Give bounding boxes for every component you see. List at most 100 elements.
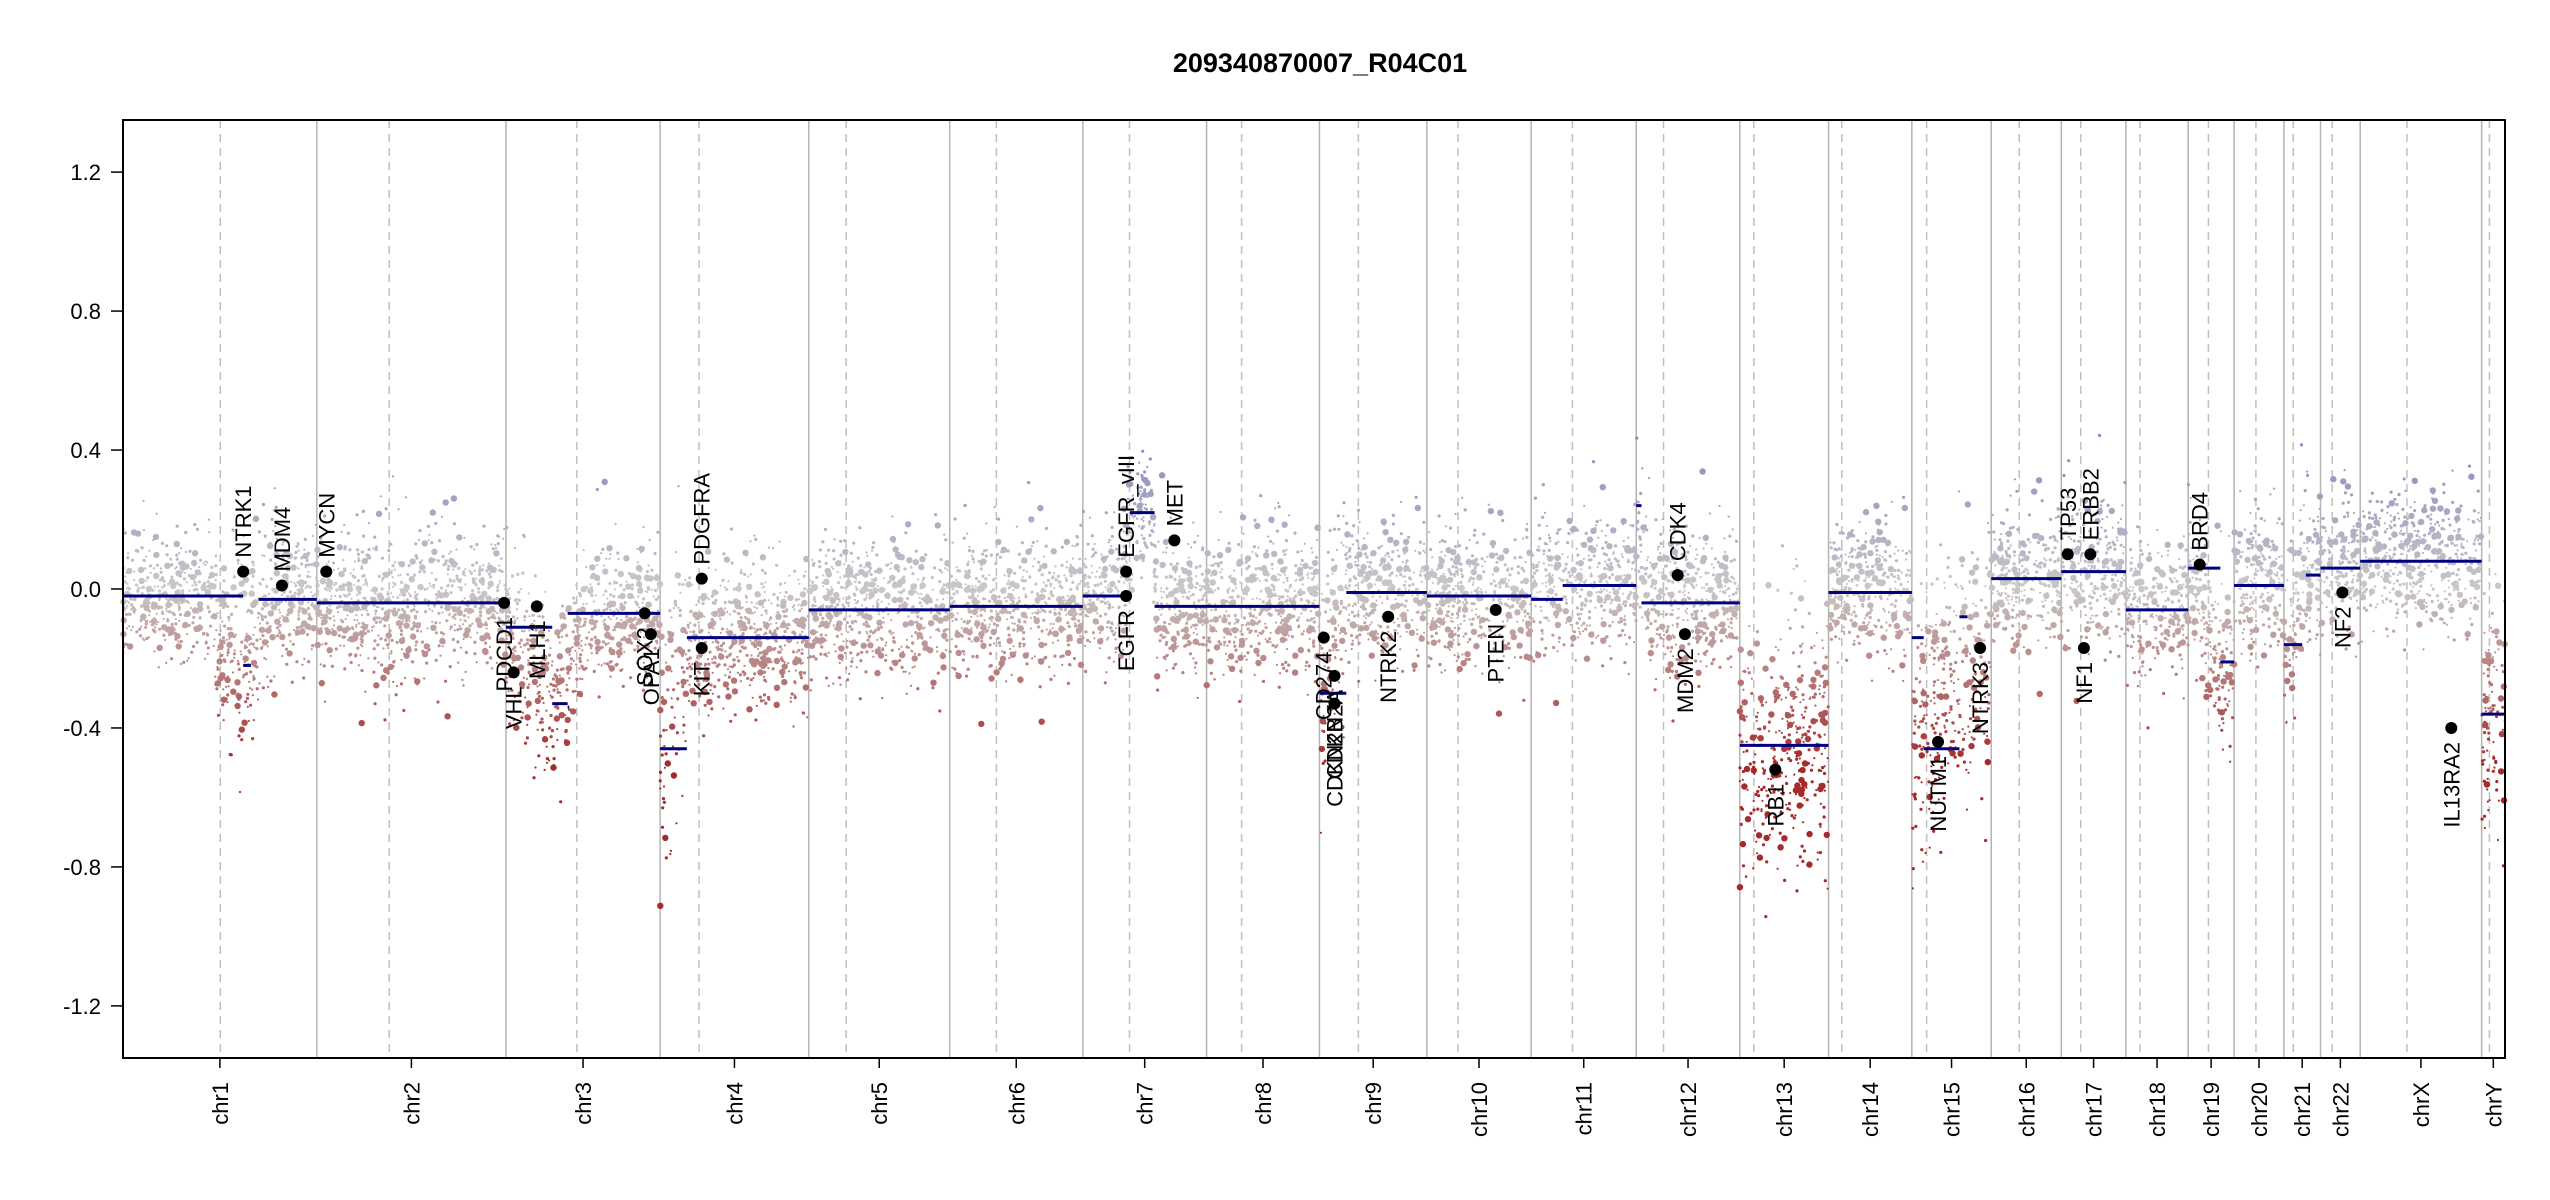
probe-point — [793, 617, 800, 625]
probe-point — [1107, 584, 1110, 587]
probe-point — [576, 631, 579, 635]
probe-point — [216, 683, 220, 686]
probe-point — [414, 542, 418, 546]
probe-point — [468, 569, 471, 573]
probe-point — [801, 618, 804, 621]
probe-point — [919, 616, 923, 621]
probe-point — [664, 760, 671, 767]
probe-point — [262, 601, 269, 608]
probe-point — [754, 631, 757, 634]
probe-point — [835, 634, 839, 638]
probe-point — [248, 687, 252, 690]
probe-point — [305, 558, 309, 563]
probe-point — [890, 562, 893, 565]
probe-point — [1065, 560, 1069, 563]
probe-point — [1310, 577, 1315, 581]
probe-point — [699, 662, 703, 666]
probe-point — [524, 696, 527, 699]
probe-point — [848, 615, 852, 618]
probe-point — [758, 651, 762, 655]
probe-point — [358, 719, 365, 727]
probe-point — [1033, 655, 1036, 658]
probe-point — [1284, 539, 1289, 543]
probe-point — [128, 612, 132, 616]
probe-point — [1345, 551, 1349, 555]
probe-point — [386, 671, 390, 675]
probe-point — [1144, 503, 1147, 506]
probe-point — [257, 530, 261, 534]
probe-point — [1148, 457, 1152, 461]
probe-point — [867, 642, 874, 649]
probe-point — [945, 638, 949, 642]
probe-point — [600, 664, 603, 667]
probe-point — [593, 622, 597, 626]
probe-point — [921, 640, 928, 647]
probe-point — [951, 541, 954, 544]
probe-point — [398, 594, 401, 597]
probe-point — [1119, 634, 1123, 638]
probe-point — [450, 495, 458, 502]
probe-point — [868, 581, 876, 588]
probe-point — [581, 649, 584, 652]
probe-point — [1287, 624, 1290, 628]
probe-point — [1088, 640, 1092, 644]
probe-point — [454, 617, 457, 621]
probe-point — [147, 605, 150, 608]
probe-point — [285, 600, 288, 603]
probe-point — [576, 615, 580, 618]
probe-point — [861, 569, 864, 572]
probe-point — [681, 794, 684, 798]
probe-point — [1000, 587, 1007, 594]
probe-point — [478, 567, 481, 570]
probe-point — [173, 597, 180, 604]
probe-point — [1270, 562, 1274, 566]
probe-point — [157, 585, 160, 588]
probe-point — [1293, 589, 1296, 593]
probe-point — [361, 509, 365, 513]
probe-point — [617, 654, 621, 659]
probe-point — [290, 564, 297, 571]
probe-point — [890, 632, 893, 636]
probe-point — [372, 670, 376, 674]
probe-point — [887, 603, 890, 606]
probe-point — [750, 654, 753, 657]
probe-point — [310, 603, 313, 607]
probe-point — [1197, 534, 1200, 537]
probe-point — [359, 608, 362, 612]
probe-point — [1059, 607, 1063, 612]
probe-point — [1065, 566, 1068, 569]
probe-point — [767, 657, 770, 660]
probe-point — [570, 662, 573, 666]
probe-point — [592, 669, 596, 674]
probe-point — [901, 650, 905, 653]
probe-point — [765, 657, 772, 664]
probe-point — [859, 588, 866, 595]
probe-point — [924, 553, 928, 557]
probe-point — [1234, 648, 1238, 652]
probe-point — [398, 626, 402, 630]
probe-point — [1024, 595, 1028, 599]
probe-point — [172, 613, 176, 617]
probe-point — [736, 671, 739, 674]
probe-point — [719, 584, 722, 587]
probe-point — [1159, 602, 1164, 606]
probe-point — [523, 643, 527, 647]
probe-point — [1246, 627, 1250, 631]
probe-point — [153, 650, 156, 653]
probe-point — [648, 700, 651, 704]
probe-point — [1248, 630, 1252, 635]
probe-point — [593, 626, 596, 630]
probe-point — [441, 611, 444, 614]
probe-point — [1079, 626, 1083, 630]
probe-point — [929, 636, 932, 639]
probe-point — [166, 619, 170, 623]
probe-point — [287, 607, 294, 615]
probe-point — [323, 514, 327, 518]
probe-point — [234, 702, 241, 710]
probe-point — [1230, 628, 1233, 631]
probe-point — [602, 593, 605, 596]
probe-point — [206, 652, 209, 656]
probe-point — [648, 603, 653, 607]
probe-point — [1078, 582, 1082, 585]
probe-point — [1072, 656, 1076, 661]
